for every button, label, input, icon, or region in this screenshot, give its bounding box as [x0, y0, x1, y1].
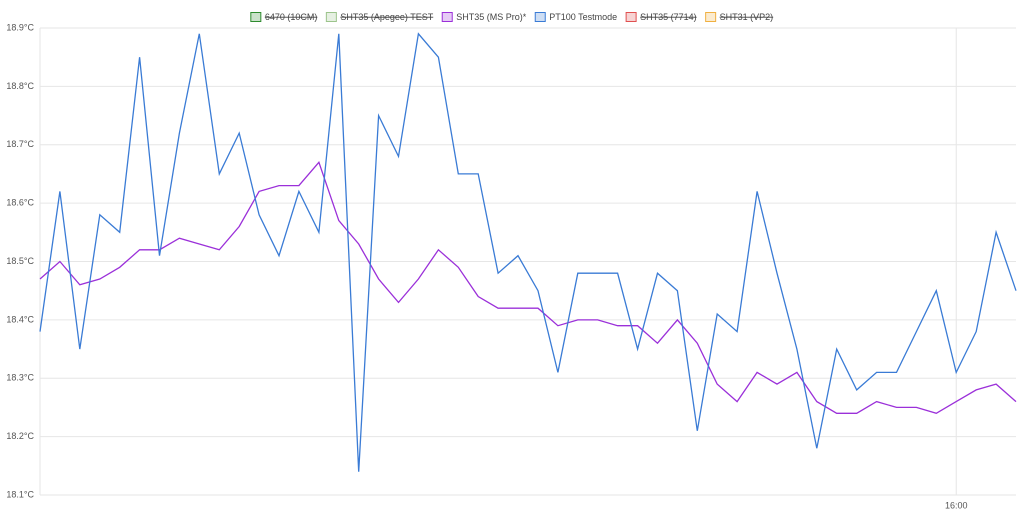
- legend-swatch: [441, 12, 453, 22]
- legend-item[interactable]: SHT35 (MS Pro)*: [441, 12, 527, 22]
- y-tick-label: 18.5°C: [6, 256, 34, 266]
- legend-item[interactable]: SHT35 (Apegee) TEST: [325, 12, 434, 22]
- legend-label: 6470 (10CM): [265, 12, 318, 22]
- legend-item[interactable]: 6470 (10CM): [250, 12, 318, 22]
- y-tick-label: 18.7°C: [6, 139, 34, 149]
- y-tick-label: 18.3°C: [6, 373, 34, 383]
- legend-label: SHT35 (Apegee) TEST: [340, 12, 433, 22]
- legend-item[interactable]: SHT35 (7714): [625, 12, 697, 22]
- y-tick-label: 18.9°C: [6, 22, 34, 32]
- y-tick-label: 18.4°C: [6, 314, 34, 324]
- legend-label: PT100 Testmode: [549, 12, 617, 22]
- legend-item[interactable]: PT100 Testmode: [534, 12, 617, 22]
- legend-label: SHT35 (MS Pro)*: [456, 12, 527, 22]
- legend-swatch: [325, 12, 337, 22]
- legend-item[interactable]: SHT31 (VP2): [705, 12, 774, 22]
- y-tick-label: 18.1°C: [6, 489, 34, 499]
- legend-swatch: [705, 12, 717, 22]
- series-line: [39, 32, 1017, 472]
- legend-label: SHT31 (VP2): [720, 12, 774, 22]
- y-tick-label: 18.2°C: [6, 431, 34, 441]
- y-tick-label: 18.8°C: [6, 81, 34, 91]
- y-tick-label: 18.6°C: [6, 198, 34, 208]
- legend-swatch: [250, 12, 262, 22]
- legend-label: SHT35 (7714): [640, 12, 697, 22]
- x-tick-label: 16:00: [945, 500, 968, 510]
- legend-swatch: [625, 12, 637, 22]
- legend-swatch: [534, 12, 546, 22]
- series-line: [39, 161, 1017, 415]
